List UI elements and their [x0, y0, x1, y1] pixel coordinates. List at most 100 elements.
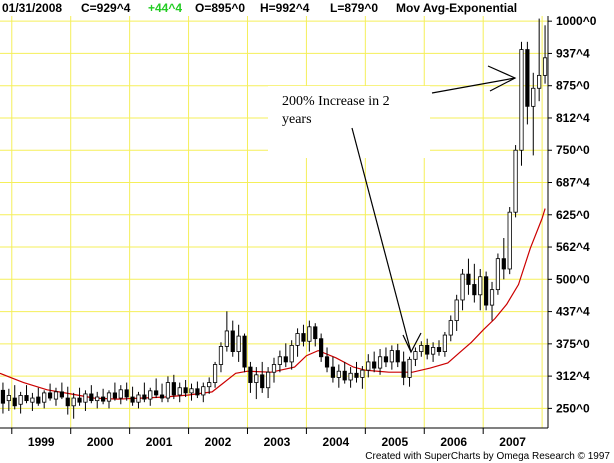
candle-body-69 — [407, 358, 412, 378]
candle-body-65 — [383, 356, 389, 363]
candle-82 — [484, 271, 489, 311]
candle-body-70 — [413, 351, 418, 360]
candle-4 — [24, 385, 29, 404]
candle-body-23 — [136, 394, 141, 403]
candle-body-21 — [124, 389, 129, 398]
candle-76 — [448, 315, 453, 342]
candle-21 — [124, 382, 129, 401]
candle-body-30 — [177, 387, 182, 396]
candle-body-28 — [165, 382, 171, 399]
candle-85 — [501, 238, 506, 280]
candle-body-5 — [30, 397, 35, 403]
candle-86 — [507, 207, 512, 275]
candle-73 — [430, 342, 436, 362]
candle-53 — [313, 323, 318, 347]
candle-body-81 — [478, 276, 483, 296]
candle-57 — [336, 364, 341, 388]
candle-body-91 — [537, 74, 542, 89]
candle-body-76 — [448, 320, 453, 336]
y-tick-5: 687^4 — [556, 176, 590, 190]
candle-body-20 — [118, 389, 123, 399]
candle-81 — [478, 268, 483, 311]
candle-91 — [537, 18, 542, 102]
candle-77 — [454, 294, 459, 331]
candle-body-35 — [207, 382, 212, 388]
candle-89 — [525, 41, 530, 125]
candle-74 — [436, 340, 442, 356]
candle-body-51 — [301, 333, 306, 342]
candle-body-56 — [330, 366, 336, 378]
candle-48 — [283, 343, 288, 368]
candle-26 — [154, 378, 159, 399]
candle-body-42 — [248, 366, 253, 383]
candle-body-50 — [295, 333, 300, 346]
candle-28 — [165, 376, 171, 403]
candle-body-44 — [260, 374, 265, 389]
x-tick-0: 1999 — [28, 435, 55, 449]
candle-84 — [495, 253, 501, 295]
candle-65 — [383, 347, 389, 368]
candle-7 — [42, 390, 47, 409]
candle-body-66 — [389, 350, 394, 363]
candle-body-80 — [472, 284, 477, 296]
candle-6 — [36, 387, 41, 406]
candle-body-71 — [419, 344, 424, 352]
candle-35 — [207, 377, 212, 394]
y-tick-6: 625^0 — [556, 208, 590, 222]
candle-body-43 — [254, 374, 259, 383]
candle-1 — [6, 388, 11, 411]
candle-36 — [212, 361, 218, 388]
chart-header: 01/31/2008 C=929^4 +44^4 O=895^0 H=992^4… — [0, 0, 614, 16]
candle-body-3 — [18, 395, 23, 405]
candle-body-45 — [266, 371, 271, 389]
candle-38 — [224, 311, 229, 352]
candle-body-22 — [130, 396, 135, 403]
candle-body-34 — [201, 386, 206, 396]
candle-41 — [242, 333, 247, 373]
candle-body-60 — [354, 372, 359, 378]
candle-body-29 — [171, 382, 176, 396]
candle-9 — [53, 387, 59, 406]
candle-body-68 — [401, 361, 406, 378]
candle-61 — [360, 366, 365, 389]
candle-71 — [419, 341, 424, 357]
candle-body-4 — [24, 395, 29, 402]
candle-body-0 — [0, 389, 6, 404]
candle-33 — [195, 381, 200, 399]
candle-50 — [295, 328, 300, 357]
y-tick-1: 937^4 — [556, 46, 590, 60]
y-axis-ticks: 1000^0 937^4 875^0 812^4 750^0 687^4 625^0 562^… — [548, 14, 597, 415]
x-tick-1: 2000 — [87, 435, 114, 449]
candle-body-26 — [154, 390, 159, 396]
candle-body-83 — [489, 289, 495, 306]
candle-body-88 — [519, 49, 524, 151]
arrow-to-2005 — [351, 127, 422, 354]
candle-62 — [366, 354, 371, 378]
candle-78 — [460, 268, 465, 311]
candle-45 — [266, 367, 271, 399]
candle-body-16 — [95, 396, 100, 402]
footer-credit: Created with SuperCharts by Omega Resear… — [365, 451, 610, 462]
candle-body-55 — [324, 356, 330, 368]
candle-body-75 — [442, 334, 447, 352]
candle-67 — [395, 343, 400, 368]
header-high: H=992^4 — [260, 1, 310, 15]
candle-body-77 — [454, 299, 459, 322]
candle-58 — [342, 361, 347, 384]
y-tick-7: 562^4 — [556, 240, 590, 254]
candle-body-19 — [112, 392, 118, 399]
candle-body-32 — [189, 388, 194, 394]
candle-body-8 — [47, 392, 53, 399]
x-tick-6: 2005 — [381, 435, 408, 449]
candle-body-62 — [366, 361, 371, 371]
y-tick-9: 437^4 — [556, 305, 590, 319]
annotation-line-2: years — [282, 112, 312, 127]
candle-body-58 — [342, 370, 347, 381]
candle-10 — [59, 382, 64, 400]
candle-body-61 — [360, 369, 365, 378]
candle-79 — [466, 258, 471, 295]
candle-18 — [106, 390, 112, 409]
candle-25 — [148, 387, 153, 406]
candle-54 — [319, 333, 324, 362]
candle-body-92 — [542, 57, 548, 76]
